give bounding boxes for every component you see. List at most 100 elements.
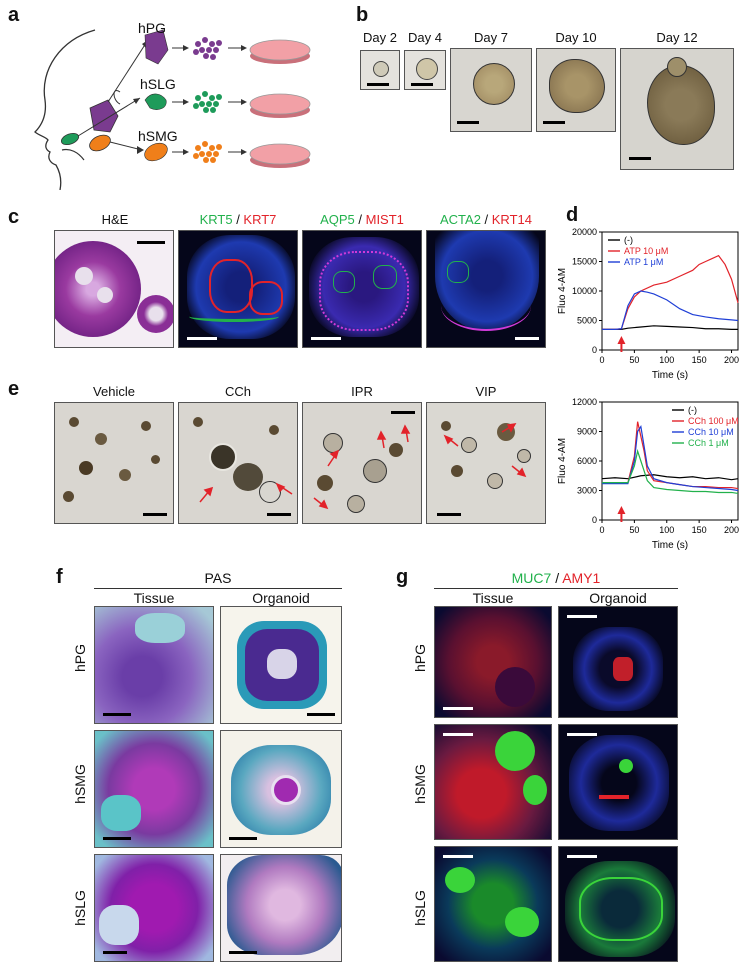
- vip-image: [426, 402, 546, 524]
- day-label: Day 4: [408, 30, 442, 45]
- column-label: Organoid: [252, 590, 310, 606]
- series-line: [601, 474, 739, 481]
- condition-label: Vehicle: [93, 384, 135, 399]
- organoid-day4-image: [404, 50, 446, 90]
- panel-a-schematic: [34, 29, 311, 190]
- panel-e-label: e: [8, 378, 20, 400]
- if-hslg-tissue-image: [434, 846, 552, 962]
- hsmg-gland-shape: [89, 134, 111, 152]
- calcium-trace-cch-chart: 0 50 100 150 200 0 3000 6000 9000 12000 Time (s) Fl…: [557, 397, 739, 551]
- column-label: Organoid: [589, 590, 647, 606]
- row-label: hSLG: [72, 890, 88, 926]
- panel-b-label: b: [356, 4, 369, 26]
- panel-e-arrows: [199, 423, 527, 510]
- y-tick-label: 3000: [577, 486, 597, 496]
- legend-entry: ATP 1 μM: [624, 257, 663, 267]
- stimulus-arrow: [617, 336, 626, 344]
- y-tick-label: 20000: [572, 227, 597, 237]
- x-axis-label: Time (s): [652, 370, 688, 381]
- aqp5-mist1-image: [302, 230, 422, 348]
- pas-hpg-organoid-image: [220, 606, 342, 724]
- he-title: H&E: [101, 212, 129, 227]
- y-tick-label: 9000: [577, 427, 597, 437]
- if-hpg-tissue-image: [434, 606, 552, 718]
- hpg-gland-shape: [89, 99, 119, 133]
- condition-label: CCh: [224, 384, 251, 399]
- if-hpg-organoid-image: [558, 606, 678, 718]
- legend-entry: CCh 1 μM: [688, 438, 729, 448]
- organoid-day10-image: [536, 48, 616, 132]
- panel-g-label: g: [396, 566, 409, 588]
- if-hslg-organoid-image: [558, 846, 678, 962]
- x-tick-label: 100: [659, 355, 674, 365]
- gland-label-hpg: hPG: [138, 20, 167, 36]
- row-label: hPG: [412, 644, 428, 673]
- x-tick-label: 100: [659, 525, 674, 535]
- row-label: hSMG: [72, 764, 88, 804]
- krt5-krt7-image: [178, 230, 298, 348]
- vehicle-image: [54, 402, 174, 524]
- pas-hslg-tissue-image: [94, 854, 214, 962]
- series-line: [602, 448, 739, 495]
- y-tick-label: 0: [592, 345, 597, 355]
- pas-hsmg-organoid-image: [220, 730, 342, 848]
- stain-title: ACTA2 / KRT14: [439, 212, 532, 227]
- hslg-gland-shape: [60, 132, 80, 146]
- x-axis-label: Time (s): [652, 540, 688, 551]
- x-tick-label: 150: [692, 355, 707, 365]
- series-line: [602, 290, 739, 330]
- organoid-day12-image: [620, 48, 734, 170]
- y-tick-label: 15000: [572, 257, 597, 267]
- row-label: hSMG: [412, 764, 428, 804]
- column-label: Tissue: [472, 590, 514, 606]
- day-label: Day 10: [555, 30, 597, 45]
- legend-entry: (-): [624, 235, 633, 245]
- stain-title: AQP5 / MIST1: [320, 212, 404, 227]
- x-tick-label: 50: [629, 525, 639, 535]
- muc7-amy1-title: MUC7 / AMY1: [511, 570, 601, 586]
- panel-a-label: a: [8, 4, 20, 26]
- plot-frame: [601, 231, 739, 351]
- x-tick-label: 0: [599, 355, 604, 365]
- condition-label: IPR: [351, 384, 373, 399]
- calcium-trace-atp-chart: 0 50 100 150 200 0 5000 10000 15000 20000 Time (s)…: [557, 227, 739, 381]
- gland-label-hslg: hSLG: [140, 76, 176, 92]
- row-label: hPG: [72, 644, 88, 673]
- stimulus-arrow: [617, 506, 626, 514]
- legend-entry: (-): [688, 405, 697, 415]
- y-axis-label: Fluo 4-AM: [557, 268, 568, 314]
- y-tick-label: 6000: [577, 456, 597, 466]
- series-line: [602, 421, 739, 490]
- if-hsmg-organoid-image: [558, 724, 678, 840]
- pas-hslg-organoid-image: [220, 854, 342, 962]
- if-hsmg-tissue-image: [434, 724, 552, 840]
- x-tick-label: 200: [724, 355, 739, 365]
- x-tick-label: 150: [692, 525, 707, 535]
- x-tick-label: 50: [629, 355, 639, 365]
- panel-c-label: c: [8, 206, 20, 228]
- legend-entry: ATP 10 μM: [624, 246, 668, 256]
- if-divider: [434, 588, 678, 589]
- pas-hsmg-tissue-image: [94, 730, 214, 848]
- y-tick-label: 10000: [572, 286, 597, 296]
- pas-divider: [94, 588, 342, 589]
- condition-label: VIP: [475, 384, 497, 399]
- day-label: Day 7: [474, 30, 508, 45]
- gland-label-hsmg: hSMG: [138, 128, 178, 144]
- y-tick-label: 5000: [577, 316, 597, 326]
- he-image: [54, 230, 174, 348]
- cch-image: [178, 402, 298, 524]
- y-tick-label: 0: [592, 515, 597, 525]
- day-label: Day 12: [656, 30, 698, 45]
- organoid-day2-image: [360, 50, 400, 90]
- y-tick-label: 12000: [572, 397, 597, 407]
- panel-f-label: f: [56, 566, 63, 588]
- x-tick-label: 0: [599, 525, 604, 535]
- stain-title: KRT5 / KRT7: [199, 212, 277, 227]
- day-label: Day 2: [363, 30, 397, 45]
- pas-hpg-tissue-image: [94, 606, 214, 724]
- acta2-krt14-image: [426, 230, 546, 348]
- legend-entry: CCh 10 μM: [688, 427, 734, 437]
- x-tick-label: 200: [724, 525, 739, 535]
- panel-d-label: d: [566, 204, 579, 226]
